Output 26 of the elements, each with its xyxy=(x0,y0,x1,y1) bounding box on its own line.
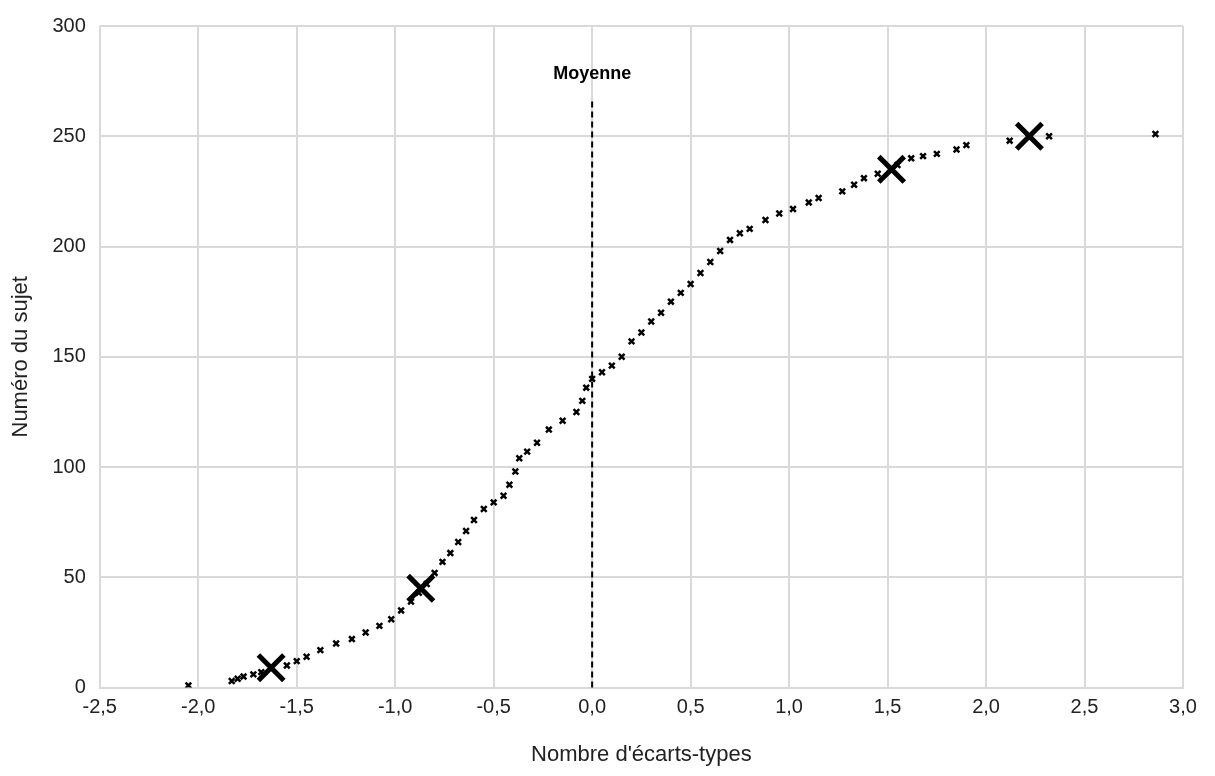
x-tick-label: -1,0 xyxy=(377,695,413,718)
point xyxy=(255,652,287,683)
x-axis-title: Nombre d'écarts-types xyxy=(531,740,752,766)
y-tick-label: 150 xyxy=(52,344,86,367)
x-tick-label: 3,0 xyxy=(1169,695,1197,718)
y-tick-label: 250 xyxy=(52,123,86,146)
y-tick-label: 100 xyxy=(52,454,86,477)
x-tick-label: 2,5 xyxy=(1070,695,1099,718)
x-tick-label: 2,0 xyxy=(972,695,1000,718)
point xyxy=(1014,121,1045,152)
ref-line-label: Moyenne xyxy=(553,62,632,83)
x-tick-label: -1,5 xyxy=(279,695,314,718)
y-tick-label: 300 xyxy=(52,13,86,36)
point xyxy=(876,154,907,185)
y-axis-title: Numéro du sujet xyxy=(7,276,33,438)
x-tick-label: 0,5 xyxy=(676,695,705,718)
x-tick-label: 1,5 xyxy=(873,695,902,718)
x-tick-label: -2,0 xyxy=(181,695,216,718)
point xyxy=(405,573,437,604)
x-tick-label: 0,0 xyxy=(578,695,607,718)
x-tick-label: -2,5 xyxy=(82,695,117,718)
x-tick-label: 1,0 xyxy=(775,695,803,718)
y-tick-label: 0 xyxy=(74,675,86,698)
y-tick-label: 50 xyxy=(63,564,86,587)
y-tick-label: 200 xyxy=(52,234,86,257)
x-tick-label: -0,5 xyxy=(476,695,511,718)
